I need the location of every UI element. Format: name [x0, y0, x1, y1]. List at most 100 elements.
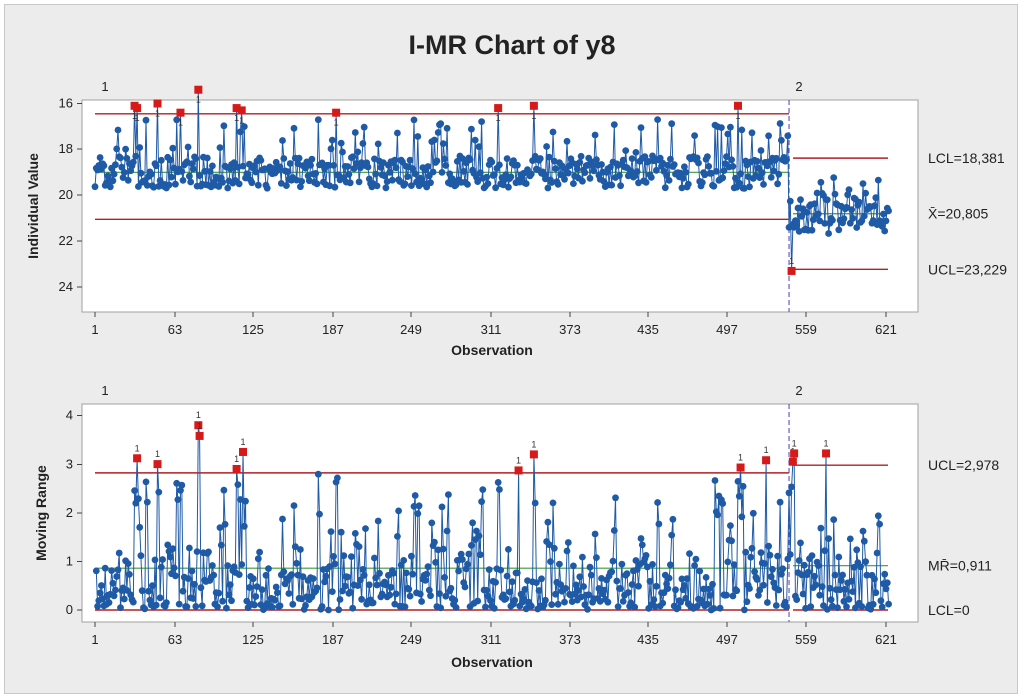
x-tick-label: 621: [875, 322, 897, 337]
data-point: [623, 570, 631, 578]
data-point: [123, 155, 131, 162]
data-point: [808, 226, 816, 234]
data-point: [654, 499, 661, 506]
data-point: [836, 586, 844, 594]
data-point: [570, 562, 577, 570]
data-point: [328, 588, 336, 595]
data-point: [280, 568, 288, 576]
data-point: [147, 170, 155, 178]
data-point: [117, 604, 124, 612]
data-point: [786, 551, 794, 558]
data-point: [434, 546, 442, 554]
data-point: [705, 163, 713, 170]
data-point: [142, 478, 150, 486]
data-point: [439, 545, 447, 553]
data-point: [476, 169, 484, 177]
data-point: [166, 553, 174, 561]
data-point: [136, 144, 144, 151]
data-point: [485, 566, 493, 573]
data-point: [386, 168, 394, 176]
data-point: [829, 216, 836, 224]
data-point: [373, 182, 381, 190]
data-point: [447, 584, 455, 592]
data-point: [344, 573, 351, 581]
data-point: [882, 217, 890, 225]
data-point: [302, 602, 309, 609]
data-point: [505, 183, 512, 191]
flag-label: 1: [197, 421, 202, 431]
data-point: [179, 587, 187, 595]
data-point: [527, 602, 535, 610]
data-point: [849, 588, 857, 595]
data-point: [835, 553, 843, 561]
data-point: [294, 571, 302, 579]
flag-label: 1: [531, 111, 536, 121]
data-point: [797, 539, 804, 547]
data-point: [112, 586, 119, 594]
data-point: [538, 575, 545, 583]
data-point: [641, 153, 649, 161]
data-point: [871, 575, 878, 583]
data-point: [561, 175, 568, 183]
data-point: [654, 116, 661, 123]
data-point: [511, 596, 519, 604]
data-point: [848, 577, 855, 585]
data-point: [335, 606, 343, 614]
x-tick-label: 125: [242, 632, 264, 647]
data-point: [524, 577, 531, 584]
data-point: [572, 581, 580, 589]
data-point: [751, 568, 758, 576]
data-point: [105, 599, 113, 606]
data-point: [730, 561, 738, 569]
data-point: [619, 156, 627, 164]
data-point: [183, 158, 191, 166]
data-point: [246, 584, 253, 591]
data-point: [695, 159, 702, 167]
data-point: [853, 224, 861, 231]
data-point: [637, 124, 645, 131]
data-point: [385, 571, 392, 579]
data-point: [170, 564, 178, 572]
data-point: [297, 183, 304, 191]
data-point: [576, 573, 584, 581]
data-point: [765, 542, 772, 550]
data-point: [542, 596, 549, 604]
data-point: [280, 155, 288, 162]
data-point: [271, 596, 279, 604]
data-point: [381, 172, 388, 180]
data-point: [804, 568, 812, 576]
data-point: [142, 116, 150, 124]
data-point: [548, 179, 556, 186]
data-point: [443, 124, 451, 132]
data-point: [829, 602, 836, 610]
data-point: [265, 565, 272, 572]
data-point: [357, 576, 364, 584]
data-point: [114, 126, 122, 134]
data-point: [445, 491, 452, 498]
data-point: [299, 573, 307, 581]
data-point: [497, 566, 505, 574]
flag-label: 1: [531, 439, 536, 449]
data-point: [795, 228, 803, 235]
data-point: [117, 154, 124, 162]
y-tick-label: 2: [66, 505, 73, 520]
data-point: [843, 204, 850, 211]
data-point: [337, 139, 345, 147]
data-point: [345, 171, 353, 178]
data-point: [401, 180, 409, 188]
data-point: [728, 537, 735, 545]
data-point: [400, 557, 408, 564]
data-point: [392, 590, 400, 598]
data-point: [325, 161, 332, 169]
data-point: [178, 168, 186, 175]
data-point: [691, 562, 698, 569]
data-point: [164, 541, 172, 549]
ucl-annotation: UCL=2,978: [928, 457, 999, 473]
data-point: [404, 173, 411, 181]
data-point: [475, 143, 483, 151]
data-point: [748, 544, 756, 552]
data-point: [408, 182, 415, 190]
y-tick-label: 16: [59, 96, 73, 111]
data-point: [872, 194, 880, 202]
